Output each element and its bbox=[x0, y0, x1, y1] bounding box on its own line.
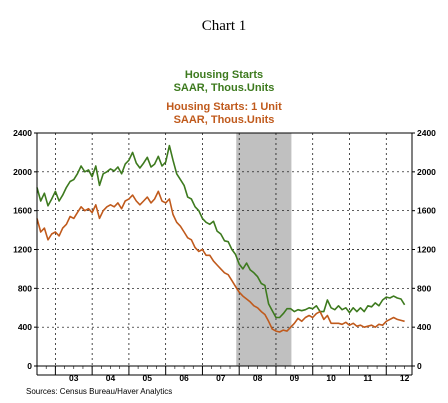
y-tick-label-left: 1600 bbox=[13, 206, 32, 216]
legend-series-1-units: SAAR, Thous.Units bbox=[173, 82, 275, 94]
y-tick-label-right: 1600 bbox=[417, 206, 436, 216]
y-tick-label-left: 400 bbox=[18, 322, 32, 332]
y-tick-label-left: 800 bbox=[18, 283, 32, 293]
x-tick-label: 10 bbox=[326, 373, 336, 383]
y-tick-label-right: 400 bbox=[417, 322, 431, 332]
series-line-2 bbox=[36, 190, 405, 333]
chart-title: Chart 1 bbox=[201, 18, 247, 34]
y-tick-label-right: 0 bbox=[417, 361, 422, 371]
x-tick-label: 04 bbox=[106, 373, 116, 383]
legend-series-1-name: Housing Starts bbox=[184, 69, 264, 81]
y-tick-label-right: 2400 bbox=[417, 128, 436, 138]
source-note: Sources: Census Bureau/Haver Analytics bbox=[26, 387, 173, 396]
y-tick-label-right: 800 bbox=[417, 283, 431, 293]
x-tick-label: 08 bbox=[253, 373, 263, 383]
x-tick-label: 05 bbox=[143, 373, 153, 383]
y-tick-label-left: 0 bbox=[27, 361, 32, 371]
y-tick-label-right: 2000 bbox=[417, 167, 436, 177]
x-tick-label: 07 bbox=[216, 373, 226, 383]
x-tick-label: 06 bbox=[179, 373, 189, 383]
legend-series-2-name: Housing Starts: 1 Unit bbox=[166, 101, 282, 113]
x-tick-label: 03 bbox=[69, 373, 79, 383]
legend-series-2-units: SAAR, Thous.Units bbox=[173, 114, 275, 126]
x-tick-label: 12 bbox=[400, 373, 410, 383]
y-tick-label-left: 1200 bbox=[13, 245, 32, 255]
y-tick-label-right: 1200 bbox=[417, 245, 436, 255]
series-line-1 bbox=[36, 144, 406, 319]
plot-frame bbox=[36, 132, 413, 367]
x-tick-label: 11 bbox=[363, 373, 372, 383]
y-tick-label-left: 2400 bbox=[13, 128, 32, 138]
y-tick-label-left: 2000 bbox=[13, 167, 32, 177]
x-tick-label: 09 bbox=[290, 373, 300, 383]
